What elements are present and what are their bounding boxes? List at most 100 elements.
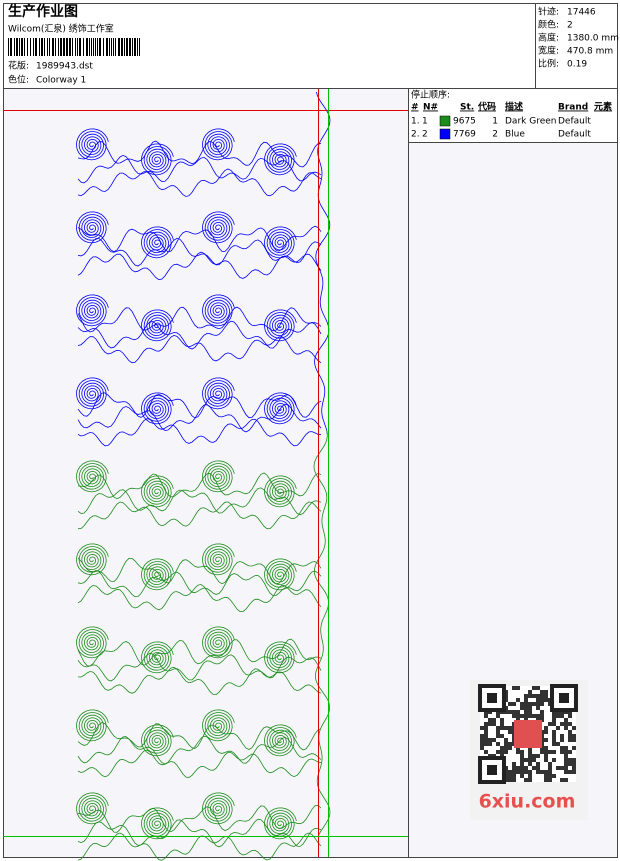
qr-cell xyxy=(540,770,544,774)
qr-cell xyxy=(572,738,576,742)
colorway: Colorway 1 xyxy=(36,76,86,86)
bar xyxy=(83,38,84,56)
qr-cell xyxy=(540,690,544,694)
qr-cell xyxy=(532,702,536,706)
qr-cell xyxy=(492,718,496,722)
qr-cell xyxy=(496,750,500,754)
qr-cell xyxy=(564,718,568,722)
row-code: 2 xyxy=(492,130,498,140)
qr-cell xyxy=(504,750,508,754)
qr-cell xyxy=(520,766,524,770)
qr-cell xyxy=(516,770,520,774)
qr-cell xyxy=(552,734,556,738)
qr-cell xyxy=(504,726,508,730)
qr-cell xyxy=(552,738,556,742)
qr-cell xyxy=(536,698,540,702)
qr-cell xyxy=(572,766,576,770)
squiggle xyxy=(77,818,322,848)
qr-cell xyxy=(552,774,556,778)
qr-cell xyxy=(524,698,528,702)
qr-cell xyxy=(504,738,508,742)
column-header: N# xyxy=(423,103,438,113)
row-stitches: 7769 xyxy=(453,130,476,140)
qr-cell xyxy=(524,766,528,770)
qr-cell xyxy=(544,758,548,762)
bar xyxy=(63,38,65,56)
spiral xyxy=(76,211,109,244)
qr-cell xyxy=(528,774,532,778)
qr-cell xyxy=(568,770,572,774)
row-description: Dark Green xyxy=(505,117,556,127)
title: 生产作业图 xyxy=(8,3,78,20)
qr-cell xyxy=(508,778,512,782)
qr-cell xyxy=(512,778,516,782)
bar xyxy=(95,38,96,56)
qr-cell xyxy=(528,694,532,698)
qr-cell xyxy=(548,766,552,770)
qr-cell xyxy=(552,758,556,762)
spiral xyxy=(141,807,174,840)
qr-cell xyxy=(536,694,540,698)
qr-cell xyxy=(520,762,524,766)
qr-cell xyxy=(540,714,544,718)
qr-cell xyxy=(560,722,564,726)
qr-cell xyxy=(528,690,532,694)
qr-cell xyxy=(520,706,524,710)
column-header: 描述 xyxy=(505,101,523,113)
squiggle xyxy=(77,749,322,778)
squiggle xyxy=(77,584,322,612)
squiggle xyxy=(77,832,322,861)
qr-cell xyxy=(512,766,516,770)
qr-cell xyxy=(508,746,512,750)
squiggle xyxy=(77,487,322,516)
spiral xyxy=(76,543,109,576)
bar xyxy=(30,38,31,56)
bar xyxy=(89,38,90,56)
bar xyxy=(93,38,94,56)
spiral xyxy=(141,309,174,342)
qr-cell xyxy=(532,754,536,758)
qr-cell xyxy=(484,742,488,746)
qr-cell xyxy=(484,726,488,730)
squiggle xyxy=(77,501,322,530)
qr-cell xyxy=(528,770,532,774)
qr-cell xyxy=(508,742,512,746)
qr-cell xyxy=(568,738,572,742)
qr-cell xyxy=(504,746,508,750)
qr-cell xyxy=(556,726,560,730)
qr-cell xyxy=(548,722,552,726)
qr-cell xyxy=(560,750,564,754)
qr-cell xyxy=(544,726,548,730)
squiggle xyxy=(77,472,322,500)
row-stitches: 9675 xyxy=(453,117,476,127)
spiral xyxy=(202,460,235,493)
bar xyxy=(47,38,48,56)
bar xyxy=(103,38,104,56)
qr-cell xyxy=(572,746,576,750)
info-label: 针迹: xyxy=(538,6,559,18)
qr-cell xyxy=(544,770,548,774)
info-value: 17446 xyxy=(567,8,596,18)
qr-cell xyxy=(544,690,548,694)
spiral xyxy=(76,792,109,825)
qr-cell xyxy=(480,746,484,750)
qr-cell xyxy=(568,750,572,754)
table-title: 停止顺序: xyxy=(411,89,450,101)
bar xyxy=(113,38,114,56)
qr-cell xyxy=(540,750,544,754)
qr-cell xyxy=(552,718,556,722)
squiggle xyxy=(77,154,322,184)
squiggle xyxy=(77,251,322,281)
squiggle xyxy=(77,392,322,419)
qr-cell xyxy=(480,734,484,738)
squiggle xyxy=(77,320,322,350)
qr-cell xyxy=(548,770,552,774)
bar xyxy=(44,38,45,56)
qr-cell xyxy=(532,694,536,698)
spiral xyxy=(76,626,109,659)
qr-cell xyxy=(524,770,528,774)
qr-cell xyxy=(496,742,500,746)
qr-cell xyxy=(572,758,576,762)
qr-cell xyxy=(520,758,524,762)
